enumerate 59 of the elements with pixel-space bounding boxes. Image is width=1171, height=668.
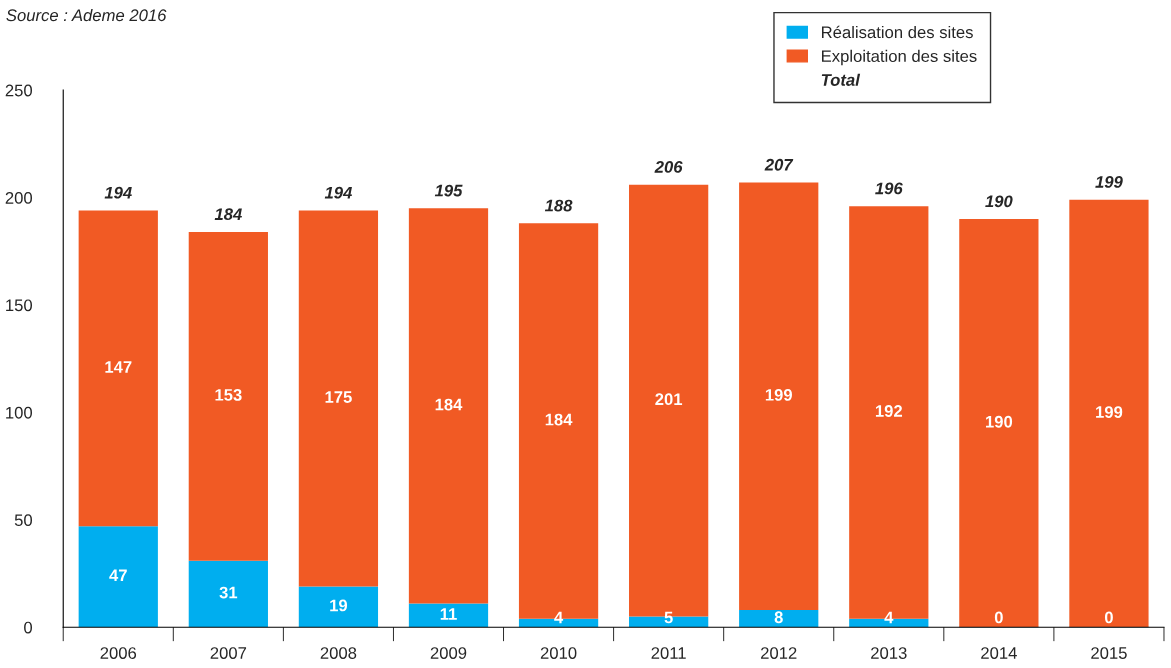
text: Total	[821, 73, 861, 86]
y-tick-label: 100	[6, 406, 33, 419]
data-label: 147	[105, 361, 132, 373]
bar	[408, 603, 489, 628]
bar	[739, 182, 819, 611]
x-tick-label: 2012	[761, 647, 797, 659]
x-tick-label: 2014	[981, 647, 1017, 659]
total-label: 194	[104, 186, 132, 199]
bar	[188, 560, 268, 628]
bar	[959, 219, 1039, 628]
legend-label: Réalisation des sites	[822, 25, 973, 39]
bar	[78, 210, 158, 527]
data-label: 175	[325, 391, 352, 403]
y-tick-label: 0	[24, 621, 33, 634]
data-label: 184	[545, 413, 573, 426]
total-label: 194	[324, 186, 353, 199]
data-label: 153	[215, 388, 242, 401]
x-tick-label: 2006	[100, 647, 137, 659]
bar	[408, 208, 489, 604]
y-tick-label: 200	[5, 192, 33, 204]
total-label: 190	[985, 195, 1013, 208]
y-tick-label: 50	[14, 514, 33, 527]
total-label: 196	[875, 182, 903, 195]
legend-label: Exploitation des sites	[822, 49, 977, 66]
total-label: 188	[544, 199, 573, 212]
data-label: 19	[330, 599, 348, 612]
data-label: 0	[1104, 611, 1113, 624]
x-tick-label: 2011	[651, 647, 686, 659]
bar	[298, 586, 379, 628]
x-tick-label: 2010	[540, 647, 577, 659]
x-tick-label: 2007	[210, 647, 247, 659]
total-label: 195	[434, 184, 463, 197]
bar	[298, 210, 379, 587]
data-label: 190	[986, 415, 1013, 428]
bar	[1069, 199, 1149, 628]
total-label: 184	[214, 208, 242, 221]
data-label: 199	[1096, 406, 1123, 418]
x-tick-label: 2015	[1091, 647, 1127, 659]
y-tick-label: 150	[6, 299, 33, 312]
data-label: 201	[655, 393, 683, 406]
bar	[739, 610, 819, 628]
bar	[78, 526, 158, 628]
x-tick-label: 2013	[871, 647, 907, 659]
x-tick-label: 2009	[430, 647, 467, 659]
data-label: 31	[219, 586, 238, 599]
data-label: 192	[875, 405, 903, 417]
data-label: 199	[765, 388, 792, 401]
x-tick-label: 2008	[320, 647, 357, 659]
bar	[188, 231, 268, 561]
y-tick-label: 250	[5, 84, 33, 97]
data-label: 0	[994, 611, 1003, 624]
total-label: 207	[764, 158, 794, 171]
data-label: 8	[774, 611, 783, 624]
data-label: 11	[440, 608, 457, 620]
total-label: 199	[1095, 176, 1123, 188]
data-label: 184	[435, 398, 463, 411]
source-note: Source : Ademe 2016	[6, 8, 167, 22]
data-label: 47	[109, 569, 127, 582]
total-label: 206	[654, 161, 683, 173]
